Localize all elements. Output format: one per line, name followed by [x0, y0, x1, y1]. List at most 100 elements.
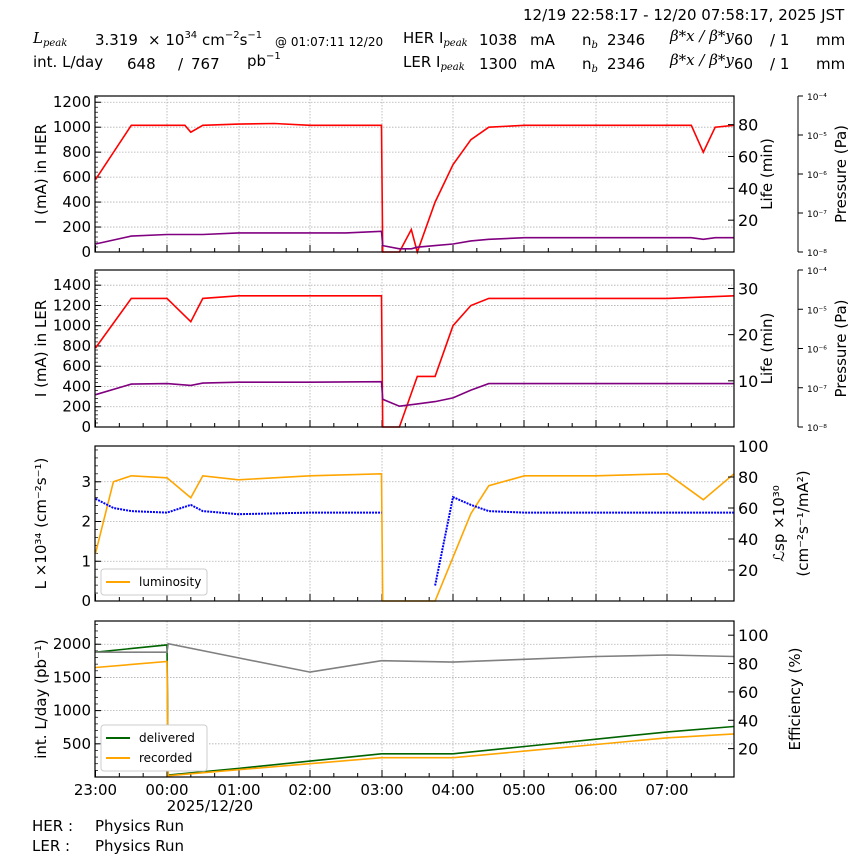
legend-label-luminosity: luminosity	[139, 575, 201, 589]
y-tick-label: 3	[81, 473, 91, 491]
x-tick-label: 07:00	[645, 781, 688, 799]
her-ipeak-label: HER Ipeak	[403, 29, 468, 49]
pressure-tick-label: 10⁻⁶	[807, 171, 827, 181]
ler-ipeak-unit: mA	[530, 55, 555, 73]
pressure-axis-label: Pressure (Pa)	[832, 125, 850, 223]
y2-tick-label: 80	[738, 655, 758, 674]
her-beta-label: β*x / β*y	[670, 27, 734, 45]
her-ipeak-unit: mA	[530, 31, 555, 49]
y2-tick-label: 100	[738, 626, 769, 645]
lpeak-unit: × 1034 cm−2s−1	[148, 30, 263, 50]
y2-tick-label: 20	[738, 740, 758, 759]
ler-beta-x: 60	[734, 55, 754, 73]
y-tick-label: 1200	[53, 296, 91, 314]
series-i-ler-ma-	[94, 295, 735, 428]
y2-tick-label: 20	[738, 561, 758, 580]
x-tick-label: 23:00	[74, 781, 117, 799]
x-tick-label: 01:00	[217, 781, 260, 799]
y2-tick-label: 60	[738, 147, 758, 166]
ler-ipeak-label: LER Ipeak	[403, 53, 465, 73]
legend-box	[100, 568, 208, 596]
ler-nb-label: nb	[582, 55, 598, 75]
y-axis-label: I (mA) in HER	[32, 124, 50, 224]
ler-beta-label: β*x / β*y	[670, 51, 734, 69]
y-tick-label: 1000	[53, 317, 91, 335]
int-lumi-unit: pb−1	[247, 51, 281, 71]
series-efficiency-	[95, 642, 735, 673]
pressure-tick-label: 10⁻⁸	[807, 249, 827, 259]
y2-tick-label: 80	[738, 468, 758, 487]
her-nb-value: 2346	[607, 31, 646, 49]
x-tick-label: 05:00	[502, 781, 545, 799]
int-lumi-sep: /	[178, 55, 184, 73]
ler-ipeak-value: 1300	[479, 55, 518, 73]
her-ipeak-value: 1038	[479, 31, 518, 49]
y-tick-label: 400	[62, 193, 91, 211]
y2-tick-label: 80	[738, 116, 758, 135]
series-life-her-min-	[95, 230, 734, 250]
y2-axis-label-units: (cm⁻²s⁻¹/mA²)	[794, 470, 812, 576]
y-tick-label: 1200	[53, 93, 91, 111]
x-tick-label: 02:00	[288, 781, 331, 799]
y-tick-label: 0	[81, 592, 91, 610]
ler-status-value: Physics Run	[95, 837, 185, 855]
y-axis-label: L ×10³⁴ (cm⁻²s⁻¹)	[32, 458, 50, 590]
y-axis-label: int. L/day (pb⁻¹)	[32, 639, 50, 759]
series-life-ler-min-	[95, 380, 734, 408]
pressure-tick-label: 10⁻⁴	[807, 93, 827, 103]
y2-tick-label: 60	[738, 499, 758, 518]
y2-tick-label: 10	[738, 372, 758, 391]
ler-status-label: LER :	[32, 837, 71, 855]
pressure-axis-label: Pressure (Pa)	[832, 299, 850, 397]
y-tick-label: 0	[81, 418, 91, 436]
y2-axis-label: ℒsp ×10³⁰	[770, 485, 788, 562]
pressure-tick-label: 10⁻⁵	[807, 132, 827, 142]
y2-tick-label: 20	[738, 326, 758, 345]
plot-frame	[94, 445, 735, 602]
legend-label-delivered: delivered	[139, 731, 195, 745]
ler-beta-y: / 1	[770, 55, 790, 73]
int-lumi-delivered: 648	[127, 55, 156, 73]
y-tick-label: 400	[62, 377, 91, 395]
y-tick-label: 200	[62, 218, 91, 236]
her-nb-label: nb	[582, 31, 598, 51]
y-tick-label: 600	[62, 168, 91, 186]
pressure-tick-label: 10⁻⁵	[807, 306, 827, 316]
y-tick-label: 800	[62, 143, 91, 161]
lpeak-value: 3.319	[95, 31, 138, 49]
chart-panel-1	[94, 95, 803, 255]
ler-nb-value: 2346	[607, 55, 646, 73]
y2-tick-label: 100	[738, 437, 769, 456]
y2-axis-label: Life (min)	[758, 313, 776, 385]
y2-tick-label: 20	[738, 211, 758, 230]
x-date-label: 2025/12/20	[167, 797, 253, 815]
series-i-her-ma-	[94, 122, 735, 255]
y-tick-label: 1000	[53, 118, 91, 136]
time-range: 12/19 22:58:17 - 12/20 07:58:17, 2025 JS…	[523, 6, 845, 24]
y-tick-label: 1500	[53, 668, 91, 686]
y2-axis-label: Efficiency (%)	[786, 648, 804, 751]
x-tick-label: 06:00	[574, 781, 617, 799]
y2-tick-label: 40	[738, 711, 758, 730]
lpeak-label: Lpeak	[33, 29, 68, 49]
y-tick-label: 800	[62, 337, 91, 355]
int-lumi-recorded: 767	[191, 55, 220, 73]
legend-box	[100, 724, 208, 772]
legend-label-recorded: recorded	[139, 751, 192, 765]
pressure-tick-label: 10⁻⁸	[807, 424, 827, 434]
pressure-tick-label: 10⁻⁷	[807, 385, 827, 395]
y2-tick-label: 40	[738, 530, 758, 549]
chart-panel-4	[94, 620, 735, 778]
her-beta-y: / 1	[770, 31, 790, 49]
lpeak-timestamp: @ 01:07:11 12/20	[275, 35, 384, 49]
her-status-label: HER :	[32, 817, 74, 835]
y2-tick-label: 30	[738, 279, 758, 298]
int-lumi-label: int. L/day	[33, 53, 104, 71]
y2-axis-label: Life (min)	[758, 138, 776, 210]
y-tick-label: 200	[62, 398, 91, 416]
y-tick-label: 0	[81, 243, 91, 261]
y-axis-label: I (mA) in LER	[32, 300, 50, 397]
y-tick-label: 1	[81, 552, 91, 570]
x-tick-label: 04:00	[431, 781, 474, 799]
